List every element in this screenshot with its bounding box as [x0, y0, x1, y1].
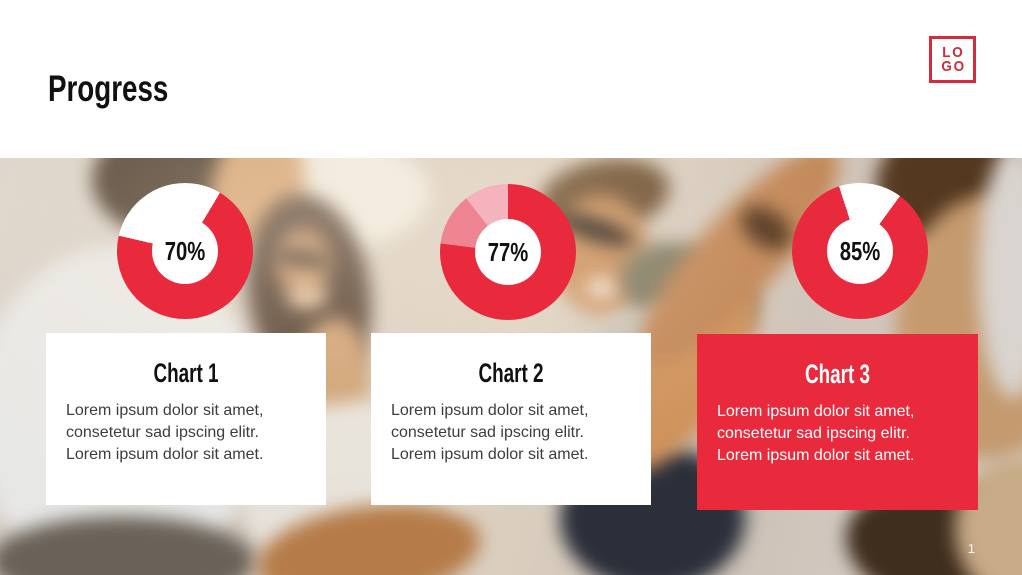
- card-chart-3-heading: Chart 3: [804, 359, 871, 389]
- card-chart-3: Chart 3 Lorem ipsum dolor sit amet, cons…: [697, 334, 978, 510]
- card-chart-2-heading: Chart 2: [478, 358, 544, 388]
- photo-man-smile: [584, 278, 620, 298]
- card-chart-1: Chart 1 Lorem ipsum dolor sit amet, cons…: [46, 333, 326, 505]
- card-chart-1-body: Lorem ipsum dolor sit amet, consetetur s…: [66, 402, 264, 463]
- logo-line-1: LO: [942, 43, 965, 61]
- donut-chart-1-value: 70%: [164, 235, 206, 266]
- card-chart-3-body: Lorem ipsum dolor sit amet, consetetur s…: [717, 403, 915, 464]
- logo: LO GO: [929, 36, 976, 83]
- page-title: Progress: [48, 68, 169, 109]
- donut-chart-3: 85%: [792, 183, 928, 319]
- photo-woman-chin: [287, 284, 327, 308]
- card-chart-2: Chart 2 Lorem ipsum dolor sit amet, cons…: [371, 333, 651, 505]
- page-number: 1: [967, 541, 975, 556]
- donut-chart-3-hole: 85%: [827, 218, 893, 284]
- donut-chart-1-hole: 70%: [152, 218, 218, 284]
- card-chart-1-heading: Chart 1: [153, 358, 219, 388]
- donut-chart-3-value: 85%: [839, 235, 881, 266]
- logo-line-2: GO: [941, 57, 966, 75]
- donut-chart-2-hole: 77%: [475, 219, 541, 285]
- donut-chart-2: 77%: [440, 184, 576, 320]
- donut-chart-1: 70%: [117, 183, 253, 319]
- card-chart-2-body: Lorem ipsum dolor sit amet, consetetur s…: [391, 402, 589, 463]
- donut-chart-2-value: 77%: [487, 236, 529, 267]
- slide-header: Progress LO GO: [0, 0, 1022, 158]
